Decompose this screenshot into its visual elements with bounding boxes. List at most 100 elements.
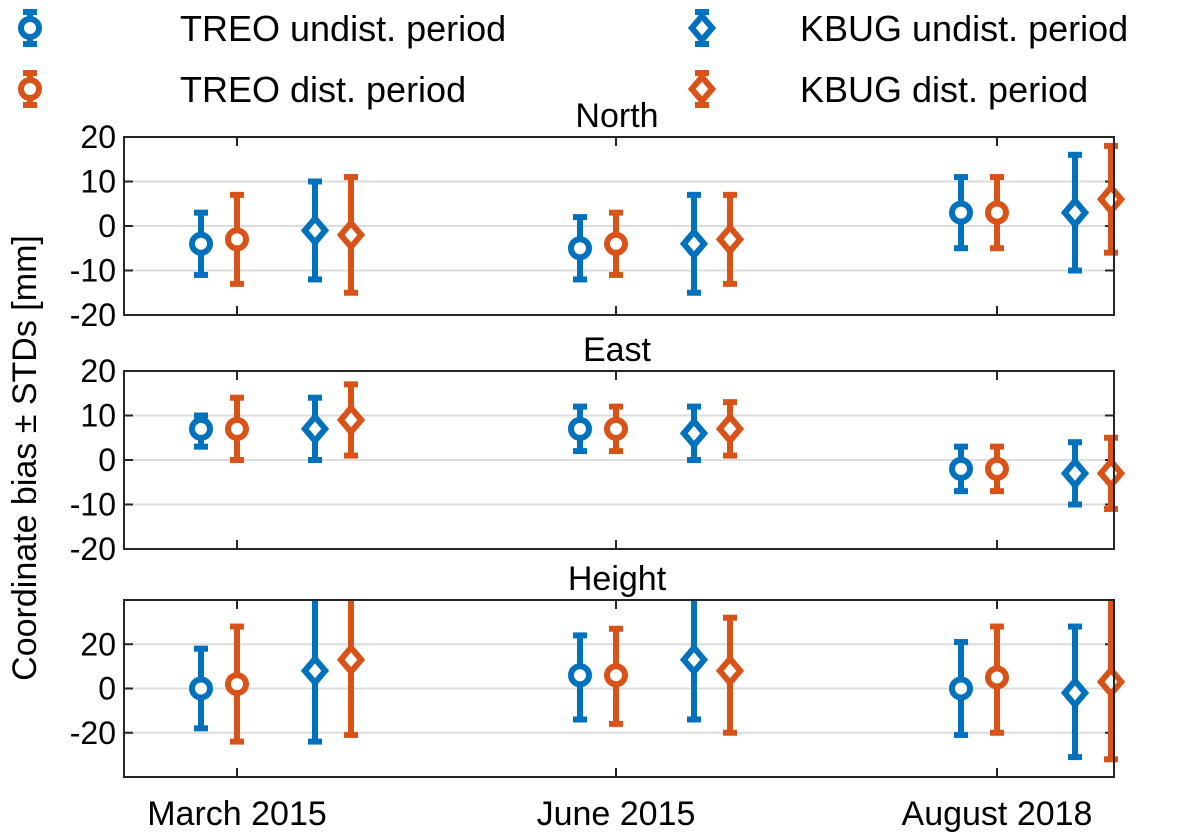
y-tick-label: 10 (80, 164, 116, 200)
diamond-marker (715, 412, 745, 446)
error-bar-point (949, 443, 973, 495)
legend-label: KBUG dist. period (800, 69, 1088, 110)
circle-marker (568, 663, 592, 688)
legend-label: TREO dist. period (180, 69, 466, 110)
diamond-marker (300, 213, 330, 248)
y-tick-label: 0 (98, 671, 116, 707)
circle-marker (949, 456, 973, 481)
error-bar-point (985, 174, 1009, 252)
error-bar-point (715, 191, 745, 287)
panel-east: East -20 -10 0 10 20 (70, 331, 1126, 567)
error-bar-point (1096, 142, 1126, 256)
circle-marker (949, 200, 973, 225)
error-bar-point (679, 191, 709, 296)
diamond-marker (336, 403, 366, 437)
circle-marker (949, 676, 973, 701)
diamond-marker (1060, 676, 1090, 710)
panel-north: North -20 -10 0 10 20 (70, 97, 1126, 333)
error-bar-point (225, 394, 249, 463)
legend-label: KBUG undist. period (800, 8, 1128, 49)
error-bar-point (189, 645, 213, 732)
error-bar-point (949, 639, 973, 738)
y-tick-label: -10 (70, 487, 116, 523)
panel-height: Height -20 0 20 (70, 560, 1126, 778)
circle-marker (985, 200, 1009, 225)
panel-title: East (583, 331, 652, 369)
diamond-marker (1096, 182, 1126, 216)
circle-marker (189, 676, 213, 701)
x-tick-label: March 2015 (147, 795, 327, 833)
legend-marker-diamond-orange (687, 70, 717, 108)
diamond-marker (679, 227, 709, 261)
legend: TREO undist. period TREO dist. period KB… (18, 8, 1128, 110)
error-bars (189, 142, 1126, 296)
legend-marker-circle-blue (18, 9, 42, 47)
error-bar-point (189, 209, 213, 278)
circle-marker (225, 416, 249, 441)
panel-title: North (575, 97, 658, 135)
diamond-marker (336, 643, 366, 677)
diamond-marker (715, 654, 745, 688)
legend-entry-treo-undist: TREO undist. period (18, 8, 506, 49)
circle-marker (985, 456, 1009, 481)
error-bar-point (225, 623, 249, 745)
error-bars (189, 381, 1126, 512)
circle-marker (568, 236, 592, 261)
diamond-marker (1060, 456, 1090, 490)
x-tick-label: June 2015 (537, 795, 696, 833)
x-axis: March 2015 June 2015 August 2018 (147, 795, 1092, 833)
error-bar-point (568, 632, 592, 723)
y-tick-label: 20 (80, 353, 116, 389)
circle-marker (18, 77, 42, 101)
axes-box (123, 599, 1115, 778)
circle-marker (604, 231, 628, 256)
axes-box (123, 136, 1115, 316)
circle-marker (985, 665, 1009, 690)
legend-entry-kbug-dist: KBUG dist. period (687, 69, 1088, 110)
error-bar-point (300, 600, 330, 745)
circle-marker (189, 416, 213, 441)
error-bar-point (1060, 623, 1090, 761)
circle-marker (225, 672, 249, 697)
legend-marker-circle-orange (18, 70, 42, 108)
x-tick-label: August 2018 (902, 795, 1093, 833)
error-bar-point (604, 625, 628, 727)
error-bar-point (715, 614, 745, 736)
y-tick-label: 0 (98, 208, 116, 244)
error-bar-point (1060, 439, 1090, 508)
error-bar-point (715, 399, 745, 459)
error-bar-point (1060, 151, 1090, 274)
diamond-marker (1060, 196, 1090, 230)
legend-marker-diamond-blue (687, 9, 717, 47)
legend-entry-kbug-undist: KBUG undist. period (687, 8, 1128, 49)
error-bar-point (949, 174, 973, 252)
error-bar-point (679, 600, 709, 723)
legend-entry-treo-dist: TREO dist. period (18, 69, 466, 110)
error-bar-point (336, 381, 366, 459)
error-bar-point (336, 174, 366, 296)
diamond-marker (715, 222, 745, 256)
y-tick-label: -10 (70, 253, 116, 289)
y-tick-label: -20 (70, 715, 116, 751)
y-tick-label: -20 (70, 531, 116, 567)
error-bar-point (985, 443, 1009, 495)
panel-title: Height (568, 560, 667, 598)
circle-marker (604, 663, 628, 688)
circle-marker (18, 16, 42, 40)
error-bar-point (568, 403, 592, 455)
error-bar-point (604, 209, 628, 278)
axes-box (123, 370, 1115, 550)
error-bar-point (300, 394, 330, 463)
error-bar-point (568, 214, 592, 283)
y-tick-label: 20 (80, 119, 116, 155)
legend-label: TREO undist. period (180, 8, 506, 49)
error-bar-point (985, 623, 1009, 736)
circle-marker (604, 416, 628, 441)
diamond-marker (336, 218, 366, 252)
circle-marker (568, 416, 592, 441)
y-tick-label: 10 (80, 398, 116, 434)
y-ticks: -20 -10 0 10 20 (70, 119, 1114, 333)
y-ticks: -20 0 20 (70, 600, 1114, 777)
error-bar-point (679, 403, 709, 463)
